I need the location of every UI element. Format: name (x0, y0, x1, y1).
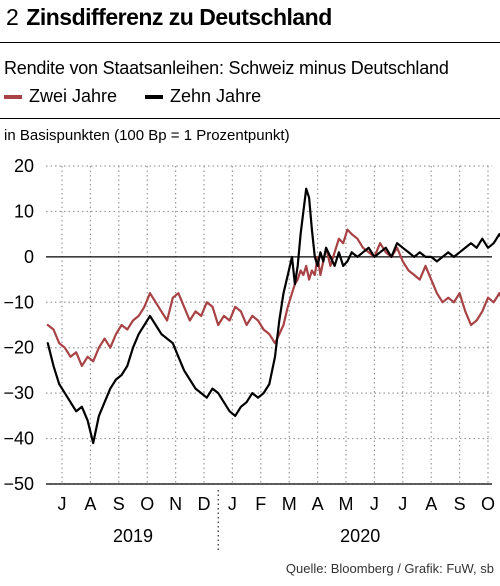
x-tick-label: J (370, 494, 379, 514)
chart-number: 2 (6, 4, 19, 30)
chart-title-text: Zinsdifferenz zu Deutschland (26, 4, 332, 30)
y-tick-label: −20 (3, 338, 34, 358)
y-tick-label: −50 (3, 474, 34, 494)
x-tick-label: O (140, 494, 154, 514)
series-line-zehn-jahre (46, 187, 500, 445)
y-tick-label: −30 (3, 383, 34, 403)
y-tick-label: 20 (14, 156, 34, 176)
source-note: Quelle: Bloomberg / Grafik: FuW, sb (285, 561, 494, 576)
x-tick-label: A (425, 494, 437, 514)
y-tick-label: 0 (24, 247, 34, 267)
legend-item-zehn-jahre: Zehn Jahre (145, 86, 261, 107)
series-lines (46, 187, 500, 445)
x-tick-label: J (228, 494, 237, 514)
y-axis-label: in Basispunkten (100 Bp = 1 Prozentpunkt… (4, 127, 290, 144)
year-labels: 2019 2020 (113, 526, 380, 546)
x-tick-label: N (169, 494, 182, 514)
year-label: 2019 (113, 526, 153, 546)
x-tick-label: F (255, 494, 266, 514)
year-label: 2020 (340, 526, 380, 546)
legend: Zwei Jahre Zehn Jahre (4, 86, 289, 107)
x-axis (46, 483, 492, 552)
legend-label-zehn-jahre: Zehn Jahre (170, 86, 262, 106)
chart-title: 2 Zinsdifferenz zu Deutschland (6, 4, 332, 31)
y-tick-label: −40 (3, 429, 34, 449)
title-rule (0, 42, 500, 43)
legend-rule (0, 118, 500, 119)
x-tick-label: S (113, 494, 125, 514)
x-tick-label: A (84, 494, 96, 514)
x-tick-label: J (398, 494, 407, 514)
legend-item-zwei-jahre: Zwei Jahre (4, 86, 117, 107)
series-line-zwei-jahre (46, 228, 500, 367)
x-tick-label: O (481, 494, 495, 514)
chart-subtitle: Rendite von Staatsanleihen: Schweiz minu… (4, 58, 449, 78)
x-tick-label: M (282, 494, 297, 514)
legend-swatch-zwei-jahre (4, 94, 22, 99)
legend-swatch-zehn-jahre (145, 94, 164, 99)
legend-label-zwei-jahre: Zwei Jahre (29, 86, 118, 106)
x-tick-label: J (58, 494, 67, 514)
x-tick-label: M (339, 494, 354, 514)
y-tick-label: −10 (3, 292, 34, 312)
x-tick-label: A (312, 494, 324, 514)
x-tick-label: S (454, 494, 466, 514)
grid (46, 165, 492, 485)
y-axis-ticks: 20 10 0 −10 −20 −30 −40 −50 (3, 156, 34, 494)
y-tick-label: 10 (14, 201, 34, 221)
x-tick-label: D (198, 494, 211, 514)
